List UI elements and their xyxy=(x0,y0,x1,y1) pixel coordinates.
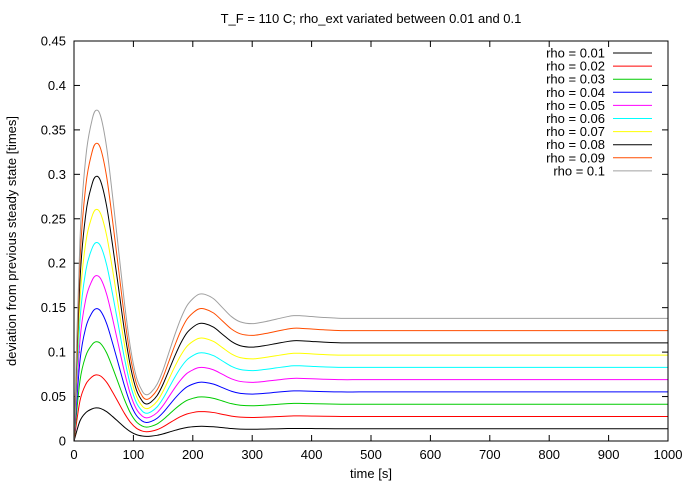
y-axis-ticks: 0 0.05 0.1 0.15 0.2 0.25 0.3 0.35 0.4 0.45 xyxy=(41,34,668,449)
plot-frame xyxy=(73,40,669,442)
legend-label: rho = 0.07 xyxy=(546,124,605,139)
y-tick-label: 0.4 xyxy=(48,78,66,93)
series-line-1 xyxy=(73,407,668,442)
y-tick-label: 0.15 xyxy=(41,300,66,315)
y-tick-label: 0.25 xyxy=(41,211,66,226)
legend-label: rho = 0.04 xyxy=(546,85,605,100)
series-line-9 xyxy=(73,142,668,442)
x-axis-ticks: 0 100 200 300 400 500 600 700 800 900 1000 xyxy=(70,41,682,462)
legend-label: rho = 0.1 xyxy=(553,163,605,178)
legend-label: rho = 0.05 xyxy=(546,98,605,113)
x-tick-label: 600 xyxy=(420,447,442,462)
legend-label: rho = 0.06 xyxy=(546,111,605,126)
x-tick-label: 900 xyxy=(598,447,620,462)
series-line-8 xyxy=(73,175,668,442)
x-tick-label: 400 xyxy=(301,447,323,462)
chart-title: T_F = 110 C; rho_ext variated between 0.… xyxy=(221,11,522,26)
x-tick-label: 100 xyxy=(123,447,145,462)
series-lines xyxy=(73,109,668,442)
legend-label: rho = 0.08 xyxy=(546,137,605,152)
legend-label: rho = 0.01 xyxy=(546,46,605,61)
series-line-5 xyxy=(73,275,668,442)
y-tick-label: 0.35 xyxy=(41,122,66,137)
y-tick-label: 0.2 xyxy=(48,256,66,271)
x-tick-label: 300 xyxy=(241,447,263,462)
y-tick-label: 0 xyxy=(59,434,66,449)
x-tick-label: 0 xyxy=(70,447,77,462)
legend-label: rho = 0.03 xyxy=(546,72,605,87)
y-tick-label: 0.1 xyxy=(48,345,66,360)
x-tick-label: 800 xyxy=(538,447,560,462)
y-tick-label: 0.05 xyxy=(41,389,66,404)
legend-label: rho = 0.02 xyxy=(546,59,605,74)
series-line-3 xyxy=(73,341,668,442)
series-line-10 xyxy=(73,109,668,442)
series-line-4 xyxy=(73,308,668,442)
y-tick-label: 0.3 xyxy=(48,167,66,182)
series-line-7 xyxy=(73,208,668,442)
y-axis-label: deviation from previous steady state [ti… xyxy=(4,116,19,366)
legend-label: rho = 0.09 xyxy=(546,150,605,165)
x-tick-label: 700 xyxy=(479,447,501,462)
x-axis-label: time [s] xyxy=(350,466,392,481)
series-line-6 xyxy=(73,241,668,442)
x-tick-label: 1000 xyxy=(654,447,683,462)
series-line-2 xyxy=(73,374,668,442)
x-tick-label: 200 xyxy=(182,447,204,462)
x-tick-label: 500 xyxy=(360,447,382,462)
y-tick-label: 0.45 xyxy=(41,34,66,49)
